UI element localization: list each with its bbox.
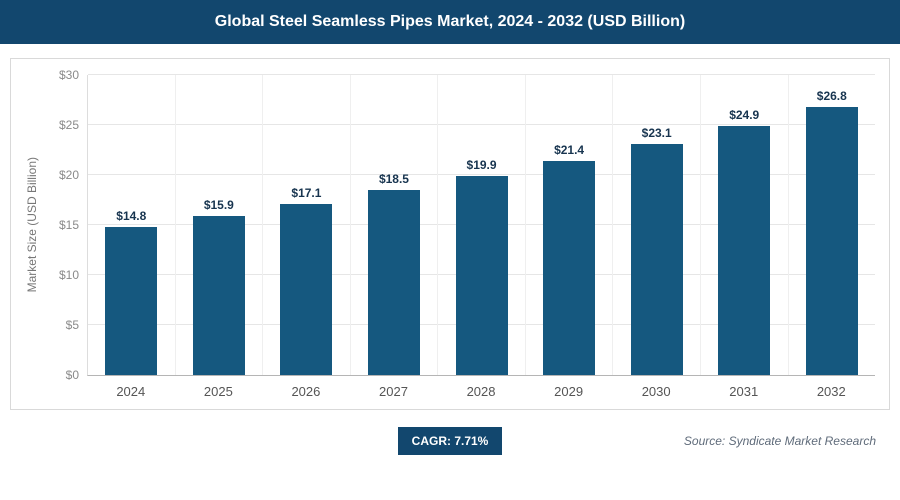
bar xyxy=(543,161,596,375)
bar xyxy=(718,126,771,375)
y-tick-label: $20 xyxy=(58,168,79,182)
plot-area: $14.8 $15.9 $17.1 $18.5 $19.9 $21.4 $23.1 $24.9… xyxy=(87,74,875,376)
bar-value-label: $23.1 xyxy=(641,126,672,140)
y-axis-label-column: Market Size (USD Billion) xyxy=(21,75,43,375)
bar-value-label: $21.4 xyxy=(554,143,585,157)
bar xyxy=(630,144,683,375)
y-tick-label: $10 xyxy=(58,268,79,282)
bar-value-label: $17.1 xyxy=(291,186,322,200)
y-axis-label: Market Size (USD Billion) xyxy=(25,157,39,293)
bar-column: $18.5 xyxy=(349,75,438,375)
bar-value-label: $14.8 xyxy=(116,209,147,223)
x-tick-label: 2029 xyxy=(554,384,584,399)
bar xyxy=(280,204,333,375)
x-tick-label: 2024 xyxy=(116,384,146,399)
bar-value-label: $26.8 xyxy=(816,89,847,103)
bar xyxy=(192,216,245,375)
bar-column: $19.9 xyxy=(437,75,525,375)
chart-title: Global Steel Seamless Pipes Market, 2024… xyxy=(214,13,686,30)
bar-column: $15.9 xyxy=(174,75,263,375)
chart-title-bar: Global Steel Seamless Pipes Market, 2024… xyxy=(0,0,900,44)
bar-value-label: $24.9 xyxy=(729,108,760,122)
plot-upper: $0 $5 $10 $15 $20 $25 $30 $14.8 $15.9 $17.1 $18.5… xyxy=(43,68,875,382)
x-tick-label: 2031 xyxy=(729,384,759,399)
x-tick-label: 2026 xyxy=(291,384,321,399)
gridline xyxy=(88,124,875,125)
bar xyxy=(805,107,858,375)
y-tick-label: $25 xyxy=(58,118,79,132)
y-tick-label: $30 xyxy=(58,68,79,82)
x-axis-labels: 2024 2025 2026 2027 2028 2029 2030 2031 2032 xyxy=(87,376,875,401)
bar-column: $23.1 xyxy=(612,75,700,375)
y-tick-label: $5 xyxy=(65,318,79,332)
bar-column: $21.4 xyxy=(524,75,613,375)
x-tick-label: 2032 xyxy=(816,384,846,399)
x-tick-label: 2028 xyxy=(466,384,496,399)
chart-body: Market Size (USD Billion) $0 $5 $10 $15 $20 $… xyxy=(21,68,875,401)
bar-column: $24.9 xyxy=(699,75,788,375)
source-attribution: Source: Syndicate Market Research xyxy=(683,434,876,448)
gridline xyxy=(88,174,875,175)
x-tick-label: 2030 xyxy=(641,384,671,399)
y-tick-label: $0 xyxy=(65,368,79,382)
bar-value-label: $19.9 xyxy=(466,158,497,172)
bar-value-label: $18.5 xyxy=(378,172,409,186)
chart-container: Market Size (USD Billion) $0 $5 $10 $15 $20 $… xyxy=(10,58,890,410)
y-axis-ticks: $0 $5 $10 $15 $20 $25 $30 xyxy=(43,68,87,382)
bar xyxy=(105,227,158,375)
bar xyxy=(368,190,420,375)
x-tick-label: 2027 xyxy=(379,384,408,399)
axis-and-plot: $0 $5 $10 $15 $20 $25 $30 $14.8 $15.9 $17.1 $18.5… xyxy=(43,68,875,401)
chart-footer: CAGR: 7.71% Source: Syndicate Market Res… xyxy=(0,426,900,456)
bar-column: $26.8 xyxy=(787,75,876,375)
bar-value-label: $15.9 xyxy=(203,198,234,212)
x-tick-label: 2025 xyxy=(203,384,233,399)
gridline xyxy=(88,74,875,75)
bar xyxy=(455,176,508,375)
bar-column: $17.1 xyxy=(262,75,350,375)
cagr-badge: CAGR: 7.71% xyxy=(397,427,503,455)
bars-layer: $14.8 $15.9 $17.1 $18.5 $19.9 $21.4 $23.1 $24.9… xyxy=(88,75,875,375)
y-tick-label: $15 xyxy=(58,218,79,232)
bar-column: $14.8 xyxy=(88,75,175,375)
